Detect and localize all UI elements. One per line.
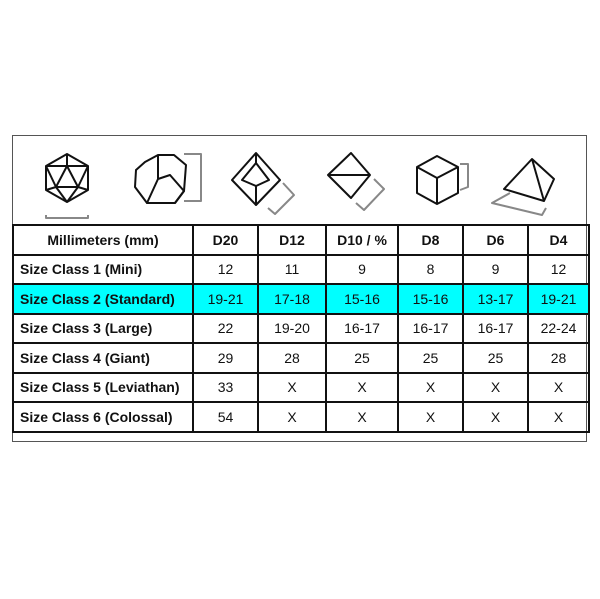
row-label: Size Class 4 (Giant) xyxy=(12,342,194,374)
row-label: Size Class 5 (Leviathan) xyxy=(12,371,194,403)
header-d12: D12 xyxy=(257,224,327,256)
d4-tetrahedron-icon xyxy=(491,158,555,216)
table-cell: X xyxy=(462,401,529,433)
table-cell: 25 xyxy=(325,342,399,374)
table-cell: 29 xyxy=(192,342,259,374)
table-cell: 54 xyxy=(192,401,259,433)
table-cell: 16-17 xyxy=(325,312,399,344)
table-cell: X xyxy=(257,401,327,433)
d20-icosahedron-icon xyxy=(45,153,89,219)
table-cell: X xyxy=(325,401,399,433)
table-row: Size Class 5 (Leviathan) 33 X X X X X xyxy=(12,371,590,403)
table-cell: 8 xyxy=(397,253,464,285)
table-cell: 19-21 xyxy=(192,283,259,315)
table-cell: 12 xyxy=(527,253,590,285)
table-cell: 16-17 xyxy=(462,312,529,344)
table-row: Size Class 6 (Colossal) 54 X X X X X xyxy=(12,401,590,433)
table-cell: 19-21 xyxy=(527,283,590,315)
table-cell: X xyxy=(397,371,464,403)
table-row: Size Class 2 (Standard) 19-21 17-18 15-16 15… xyxy=(12,283,590,315)
row-label: Size Class 2 (Standard) xyxy=(12,283,194,315)
table-cell: 22-24 xyxy=(527,312,590,344)
header-d20: D20 xyxy=(192,224,259,256)
table-cell: 15-16 xyxy=(325,283,399,315)
table-cell: 25 xyxy=(462,342,529,374)
d10-icon xyxy=(231,152,295,215)
header-row: Millimeters (mm) D20 D12 D10 / % D8 D6 D4 xyxy=(12,224,590,256)
table-cell: 11 xyxy=(257,253,327,285)
header-d10: D10 / % xyxy=(325,224,399,256)
table-cell: X xyxy=(397,401,464,433)
table-cell: 9 xyxy=(325,253,399,285)
table-cell: 16-17 xyxy=(397,312,464,344)
table-cell: 28 xyxy=(527,342,590,374)
table-cell: 9 xyxy=(462,253,529,285)
table-cell: 12 xyxy=(192,253,259,285)
table-cell: 17-18 xyxy=(257,283,327,315)
table-row: Size Class 4 (Giant) 29 28 25 25 25 28 xyxy=(12,342,590,374)
row-label: Size Class 3 (Large) xyxy=(12,312,194,344)
d8-octahedron-icon xyxy=(327,152,385,211)
dice-size-table: Millimeters (mm) D20 D12 D10 / % D8 D6 D4 Size… xyxy=(12,224,590,433)
table-cell: 25 xyxy=(397,342,464,374)
row-label: Size Class 6 (Colossal) xyxy=(12,401,194,433)
header-label: Millimeters (mm) xyxy=(12,224,194,256)
dice-icons-row xyxy=(45,152,555,219)
header-d6: D6 xyxy=(462,224,529,256)
header-d4: D4 xyxy=(527,224,590,256)
table-cell: X xyxy=(257,371,327,403)
table-row: Size Class 1 (Mini) 12 11 9 8 9 12 xyxy=(12,253,590,285)
header-d8: D8 xyxy=(397,224,464,256)
table-cell: 28 xyxy=(257,342,327,374)
table-cell: X xyxy=(527,401,590,433)
table-row: Size Class 3 (Large) 22 19-20 16-17 16-17 16-… xyxy=(12,312,590,344)
table-cell: 19-20 xyxy=(257,312,327,344)
table-cell: 22 xyxy=(192,312,259,344)
table-cell: 13-17 xyxy=(462,283,529,315)
table-cell: X xyxy=(462,371,529,403)
table-cell: X xyxy=(527,371,590,403)
row-label: Size Class 1 (Mini) xyxy=(12,253,194,285)
table-cell: 15-16 xyxy=(397,283,464,315)
table-cell: 33 xyxy=(192,371,259,403)
d6-cube-icon xyxy=(416,155,469,205)
table-cell: X xyxy=(325,371,399,403)
d12-dodecahedron-icon xyxy=(134,153,202,204)
